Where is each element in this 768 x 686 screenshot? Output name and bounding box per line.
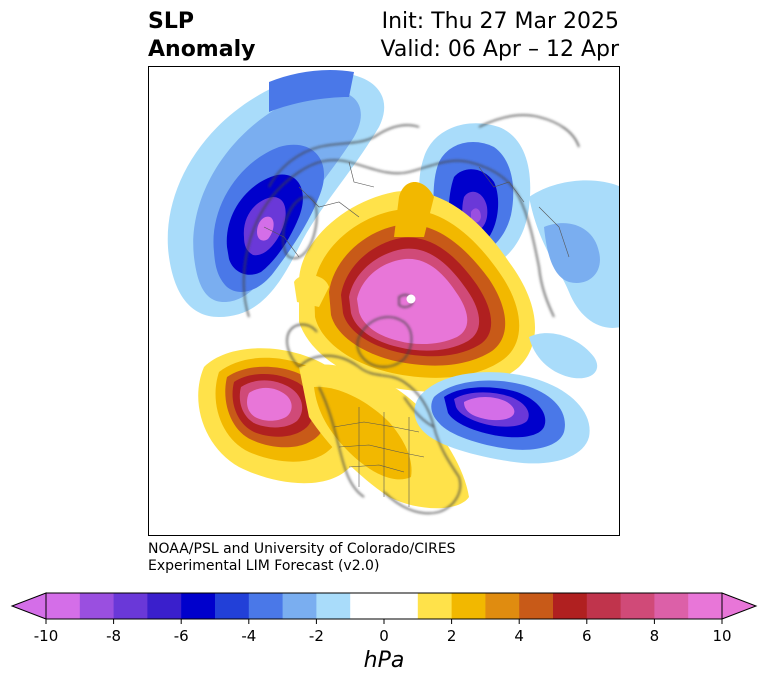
colorbar-cell bbox=[350, 593, 385, 619]
colorbar-tick-label: 0 bbox=[379, 627, 389, 645]
colorbar-cell bbox=[688, 593, 723, 619]
colorbar-cell bbox=[46, 593, 81, 619]
colorbar-unit: hPa bbox=[363, 648, 405, 673]
colorbar-tick-label: -4 bbox=[241, 627, 256, 645]
colorbar-cell bbox=[282, 593, 317, 619]
colorbar-cell bbox=[485, 593, 520, 619]
slp-anomaly-map bbox=[148, 66, 620, 536]
colorbar-tick-label: -10 bbox=[34, 627, 59, 645]
anomaly-european-low bbox=[167, 70, 385, 317]
forecast-dates: Init: Thu 27 Mar 2025 Valid: 06 Apr – 12… bbox=[381, 8, 620, 64]
colorbar-cell bbox=[147, 593, 182, 619]
coastlines bbox=[243, 114, 580, 514]
colorbar-tick-label: -2 bbox=[309, 627, 324, 645]
map-title-line2: Anomaly bbox=[148, 37, 256, 62]
credit-line2: Experimental LIM Forecast (v2.0) bbox=[148, 558, 380, 574]
colorbar-cell bbox=[654, 593, 689, 619]
colorbar-cell bbox=[215, 593, 250, 619]
map-title: SLP Anomaly bbox=[148, 8, 255, 64]
credit-line1: NOAA/PSL and University of Colorado/CIRE… bbox=[148, 541, 456, 557]
init-date: Init: Thu 27 Mar 2025 bbox=[381, 9, 619, 34]
colorbar-cell bbox=[553, 593, 588, 619]
colorbar-tick-label: 8 bbox=[650, 627, 660, 645]
colorbar-cell bbox=[181, 593, 216, 619]
north-pole-marker bbox=[406, 294, 416, 304]
colorbar-max-extend bbox=[721, 592, 758, 620]
colorbar-cell bbox=[519, 593, 554, 619]
valid-date: Valid: 06 Apr – 12 Apr bbox=[380, 37, 620, 62]
colorbar-cell bbox=[316, 593, 351, 619]
colorbar-tick-label: 10 bbox=[712, 627, 731, 645]
colorbar-cell bbox=[451, 593, 486, 619]
colorbar-cell bbox=[620, 593, 655, 619]
colorbar-tick-label: -8 bbox=[106, 627, 121, 645]
anomaly-arctic-high bbox=[294, 182, 536, 392]
map-canvas bbox=[167, 70, 619, 514]
map-title-line1: SLP bbox=[148, 9, 194, 34]
colorbar-cell bbox=[248, 593, 284, 619]
colorbar-cell bbox=[79, 593, 115, 619]
colorbar-min-extend bbox=[10, 592, 47, 620]
country-borders bbox=[263, 161, 570, 507]
colorbar-cell bbox=[586, 593, 622, 619]
anomaly-north-atlantic-low bbox=[414, 333, 598, 464]
colorbar-cell bbox=[417, 593, 453, 619]
colorbar-tick-label: 6 bbox=[582, 627, 592, 645]
colorbar-tick-label: 2 bbox=[447, 627, 457, 645]
colorbar-tick-label: 4 bbox=[514, 627, 524, 645]
colorbar-tick-label: -6 bbox=[174, 627, 189, 645]
data-credit: NOAA/PSL and University of Colorado/CIRE… bbox=[148, 541, 456, 575]
colorbar-cell bbox=[384, 593, 419, 619]
colorbar-cell bbox=[113, 593, 148, 619]
colorbar: -10 -8 -6 -4 -2 0 2 4 6 8 10 bbox=[10, 592, 758, 645]
